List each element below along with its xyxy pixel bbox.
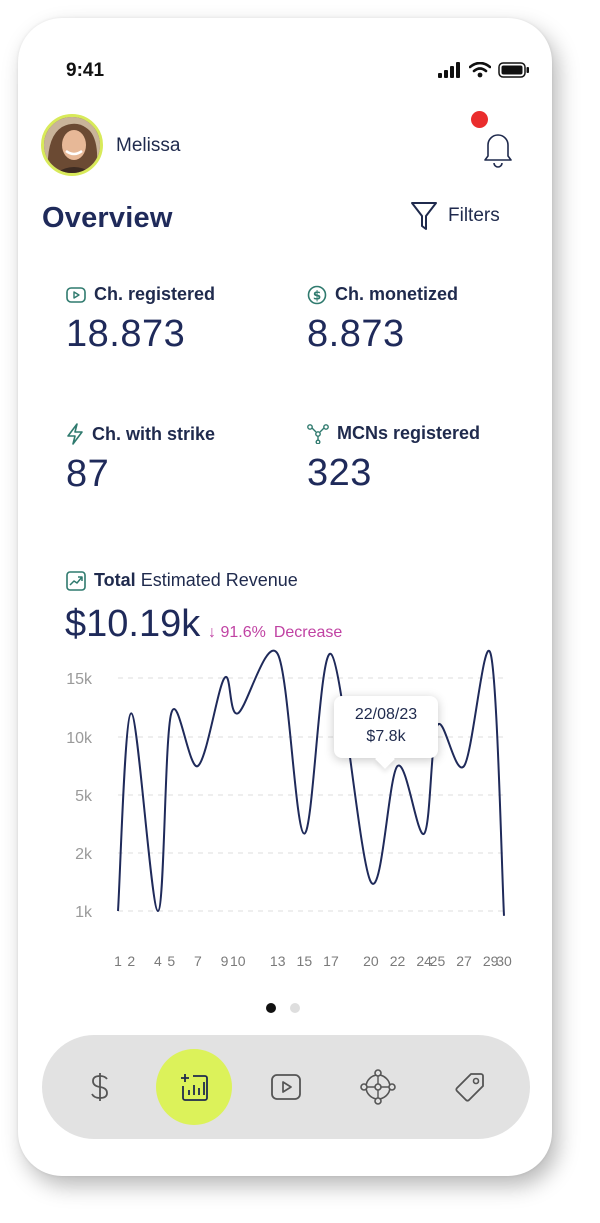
stat-value: 87: [66, 453, 110, 495]
stat-label: Ch. registered: [94, 284, 216, 304]
filters-button[interactable]: Filters: [410, 200, 500, 232]
phone-frame: 9:41 Melissa O: [18, 18, 552, 1176]
x-tick-label: 2: [127, 953, 135, 969]
play-icon: [66, 286, 86, 303]
svg-text:$: $: [313, 288, 321, 302]
stat-value: 323: [307, 452, 372, 494]
nav-analytics[interactable]: [156, 1049, 232, 1125]
series-line: [117, 649, 505, 916]
status-time: 9:41: [66, 60, 105, 81]
stat-mcns-registered: MCNs registered 323: [307, 423, 480, 495]
bottom-nav: [42, 1035, 530, 1139]
x-tick-label: 17: [323, 953, 339, 969]
add-chart-icon: [181, 1074, 208, 1101]
stat-label: MCNs registered: [337, 423, 481, 443]
trend-up-icon: [66, 570, 86, 591]
nav-network[interactable]: [340, 1049, 416, 1125]
page-dot-active[interactable]: [266, 1003, 276, 1013]
bolt-icon: [67, 423, 83, 445]
x-tick-label: 20: [363, 953, 379, 969]
x-tick-label: 15: [297, 953, 313, 969]
y-tick-label: 15k: [66, 671, 93, 688]
status-icons: [438, 62, 530, 78]
y-tick-label: 10k: [66, 730, 93, 747]
network-icon: [360, 1069, 396, 1105]
x-tick-label: 27: [456, 953, 472, 969]
page-dot[interactable]: [290, 1003, 300, 1013]
x-tick-label: 29: [483, 953, 499, 969]
dollar-icon: [91, 1073, 108, 1101]
x-tick-label: 13: [270, 953, 286, 969]
filter-icon: [411, 202, 437, 230]
revenue-value: $10.19k: [65, 603, 201, 645]
revenue-label-bold: Total: [94, 570, 136, 590]
wifi-icon: [469, 62, 491, 78]
revenue-label: Total Estimated Revenue: [66, 570, 298, 591]
x-tick-label: 25: [430, 953, 446, 969]
dollar-circle-icon: $: [307, 285, 327, 304]
filters-label: Filters: [448, 205, 500, 226]
network-icon: [307, 423, 329, 444]
page-indicator: [266, 1003, 300, 1013]
x-tick-label: 30: [496, 953, 512, 969]
x-tick-label: 1: [114, 953, 122, 969]
x-tick-label: 4: [154, 953, 162, 969]
y-tick-label: 1k: [75, 904, 93, 921]
stat-label: Ch. with strike: [92, 423, 216, 444]
x-tick-label: 5: [167, 953, 175, 969]
x-tick-label: 7: [194, 953, 202, 969]
stat-channels-registered: Ch. registered 18.873: [66, 284, 215, 356]
x-tick-label: 22: [390, 953, 406, 969]
notification-bell-icon[interactable]: [480, 126, 516, 170]
x-tick-label: 10: [230, 953, 246, 969]
stat-channels-strike: Ch. with strike 87: [66, 423, 215, 496]
nav-dollar[interactable]: [62, 1049, 138, 1125]
nav-videos[interactable]: [248, 1049, 324, 1125]
stat-label: Ch. monetized: [335, 284, 459, 304]
stat-value: 8.873: [307, 313, 405, 355]
tag-icon: [455, 1073, 484, 1102]
notification-badge: [471, 111, 488, 128]
stat-value: 18.873: [66, 313, 186, 355]
x-tick-label: 9: [221, 953, 229, 969]
play-icon: [271, 1074, 301, 1100]
tooltip-value: $7.8k: [366, 728, 406, 745]
y-tick-label: 5k: [75, 788, 93, 805]
stat-channels-monetized: $ Ch. monetized 8.873: [307, 284, 458, 356]
tooltip-date: 22/08/23: [354, 706, 418, 723]
battery-icon: [498, 62, 529, 78]
revenue-change: ↓ 91.6% Decrease: [208, 624, 342, 642]
y-tick-label: 2k: [75, 846, 93, 863]
avatar-image: [44, 117, 100, 173]
user-name: Melissa: [116, 135, 181, 156]
signal-icon: [438, 62, 460, 78]
revenue-change-label: Decrease: [273, 624, 343, 641]
chart-tooltip: 22/08/23 $7.8k: [334, 696, 438, 758]
x-tick-label: 24: [416, 953, 432, 969]
nav-tags[interactable]: [432, 1049, 508, 1125]
revenue-change-value: ↓ 91.6%: [208, 624, 266, 641]
page-title: Overview: [42, 202, 173, 234]
avatar[interactable]: [41, 114, 103, 176]
revenue-label-rest: Estimated Revenue: [140, 570, 298, 590]
